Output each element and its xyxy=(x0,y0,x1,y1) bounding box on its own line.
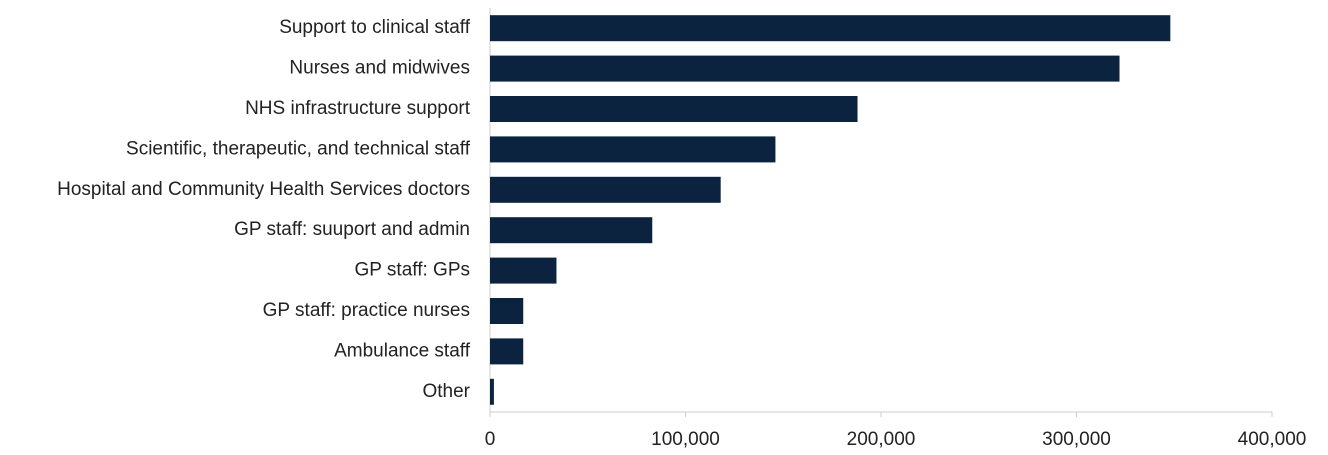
bar xyxy=(490,298,524,324)
y-tick-label: GP staff: practice nurses xyxy=(263,300,470,321)
y-tick-label: Other xyxy=(422,381,470,402)
bar xyxy=(490,15,1171,42)
y-tick-label: Scientific, therapeutic, and technical s… xyxy=(126,138,471,159)
bar xyxy=(490,176,721,203)
bar xyxy=(490,55,1120,82)
x-tick-label: 300,000 xyxy=(1042,429,1111,450)
bar xyxy=(490,136,776,163)
bar xyxy=(490,257,557,284)
x-tick-label: 0 xyxy=(485,429,496,450)
y-tick-label: GP staff: suuport and admin xyxy=(234,219,470,240)
x-tick-label: 400,000 xyxy=(1238,429,1307,450)
x-tick-label: 200,000 xyxy=(847,429,916,450)
y-tick-label: Hospital and Community Health Services d… xyxy=(57,179,470,200)
bar xyxy=(490,217,653,244)
bar xyxy=(490,338,524,365)
y-tick-label: Support to clinical staff xyxy=(279,17,471,38)
y-tick-label: Nurses and midwives xyxy=(289,58,470,79)
y-tick-label: NHS infrastructure support xyxy=(245,98,471,119)
bar xyxy=(490,378,494,405)
y-tick-label: GP staff: GPs xyxy=(355,260,470,281)
bar xyxy=(490,96,858,122)
y-tick-label: Ambulance staff xyxy=(334,340,471,361)
x-tick-label: 100,000 xyxy=(651,429,720,450)
